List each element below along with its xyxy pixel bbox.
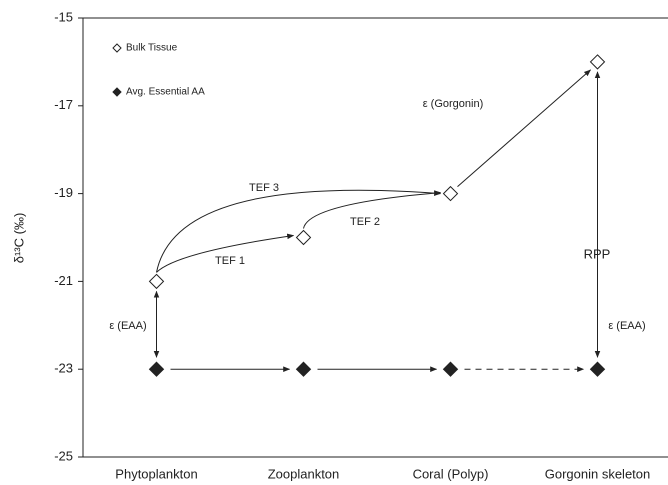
y-tick-label: -25 xyxy=(54,448,73,463)
x-tick-label: Phytoplankton xyxy=(115,466,197,481)
arrow xyxy=(457,69,592,187)
annotation: RPP xyxy=(584,246,611,261)
legend-marker xyxy=(112,87,122,97)
y-tick-label: -15 xyxy=(54,9,73,24)
annotation: TEF 2 xyxy=(350,216,380,228)
curve-arrow xyxy=(303,190,442,229)
data-point xyxy=(442,185,459,202)
data-point xyxy=(442,361,459,377)
plot-frame xyxy=(82,17,668,458)
data-point xyxy=(295,361,312,377)
legend-label: Bulk Tissue xyxy=(126,43,178,54)
data-point xyxy=(589,54,606,70)
data-point xyxy=(295,229,312,246)
y-tick-label: -21 xyxy=(54,273,73,288)
annotation: ε (Gorgonin) xyxy=(423,98,484,110)
legend-marker xyxy=(112,43,122,53)
legend-label: Avg. Essential AA xyxy=(126,87,205,98)
annotation: TEF 3 xyxy=(249,182,279,194)
x-tick-label: Coral (Polyp) xyxy=(413,466,489,481)
y-tick-label: -19 xyxy=(54,185,73,200)
curve-arrow xyxy=(156,189,442,273)
annotation: ε (EAA) xyxy=(608,320,645,332)
data-point xyxy=(589,361,606,377)
y-tick-label: -23 xyxy=(54,361,73,376)
y-tick-label: -17 xyxy=(54,97,73,112)
annotation: ε (EAA) xyxy=(109,320,146,332)
y-axis-label: δ¹³C (‰) xyxy=(11,213,26,264)
curve-arrow xyxy=(156,233,295,273)
data-point xyxy=(148,273,165,290)
x-tick-label: Gorgonin skeleton xyxy=(545,466,651,481)
data-point xyxy=(148,361,165,377)
annotation: TEF 1 xyxy=(215,255,245,267)
x-tick-label: Zooplankton xyxy=(268,466,340,481)
